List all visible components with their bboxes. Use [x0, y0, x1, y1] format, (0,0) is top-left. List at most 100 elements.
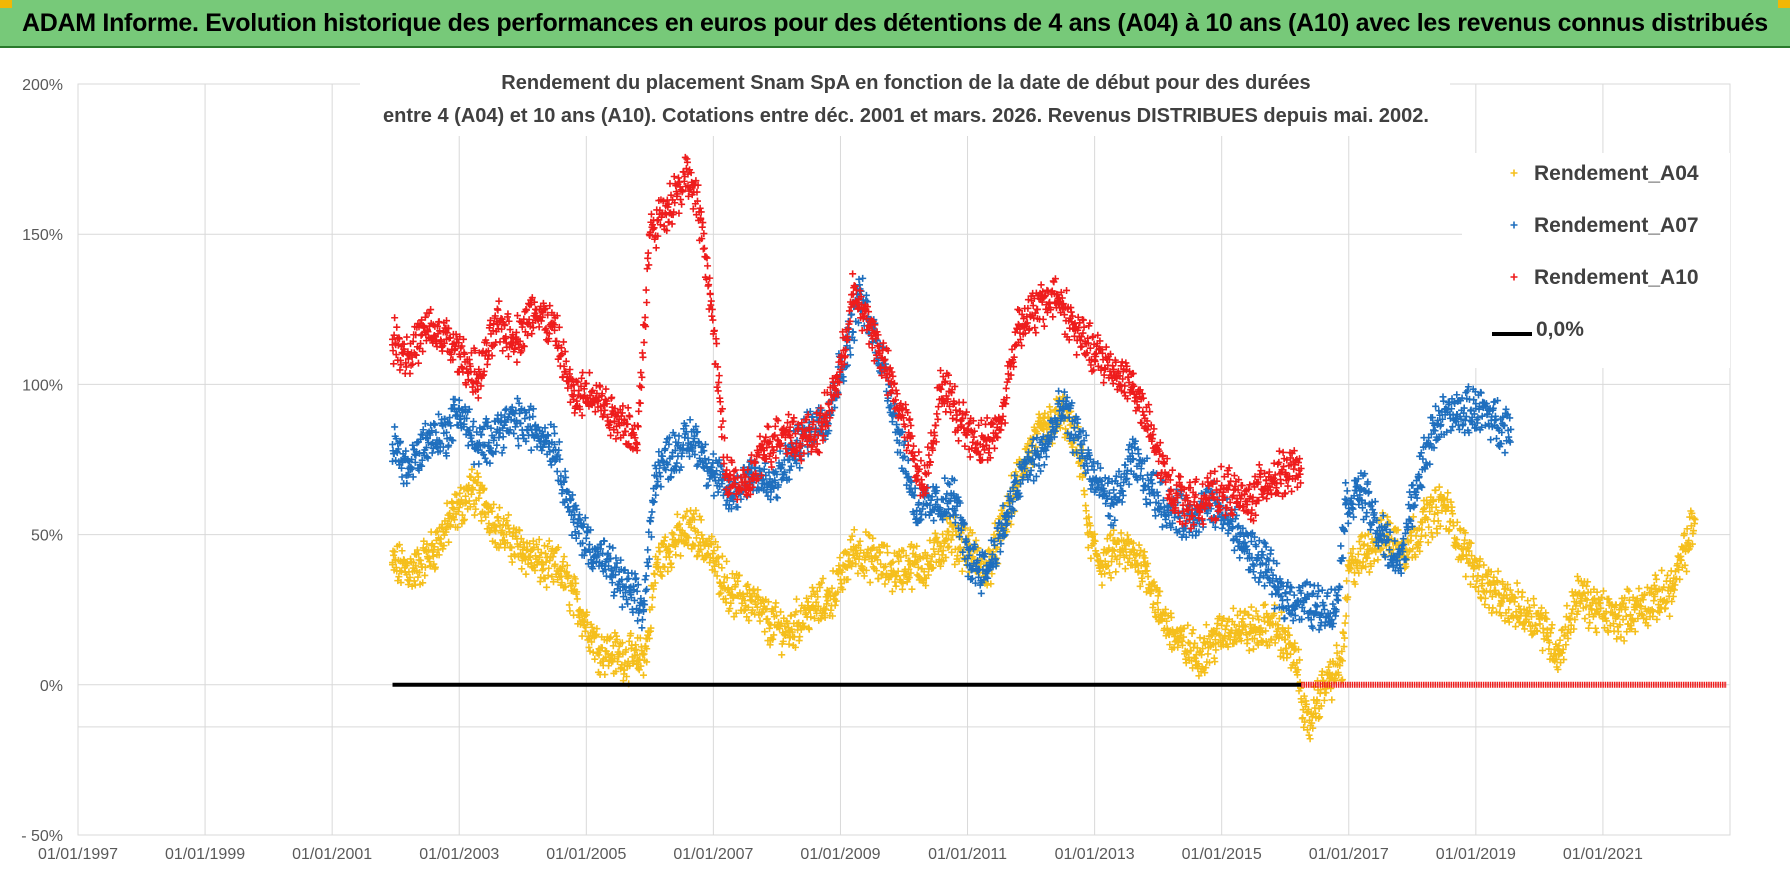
data-point [718, 552, 726, 560]
data-point [543, 583, 551, 591]
data-point [511, 552, 519, 560]
data-point [648, 508, 656, 516]
data-point [793, 595, 801, 603]
data-point [677, 552, 685, 560]
data-point [403, 333, 411, 341]
data-point [690, 516, 698, 524]
data-point [406, 370, 414, 378]
data-point [492, 523, 500, 531]
data-point [888, 587, 896, 595]
data-point [482, 415, 490, 423]
data-point [821, 614, 829, 622]
data-point [1518, 588, 1526, 596]
data-point [1548, 621, 1556, 629]
data-point [772, 612, 780, 620]
data-point [1202, 621, 1210, 629]
data-point [856, 537, 864, 545]
data-point [1098, 581, 1106, 589]
data-point [1135, 450, 1143, 458]
data-point [608, 651, 616, 659]
data-point [1189, 626, 1197, 634]
data-point [1341, 619, 1349, 627]
data-point [666, 547, 674, 555]
data-point [467, 490, 475, 498]
data-point [710, 547, 718, 555]
data-point [726, 605, 734, 613]
data-point [814, 593, 822, 601]
data-point [565, 601, 573, 609]
data-point [448, 498, 456, 506]
data-point [800, 622, 808, 630]
data-point [769, 635, 777, 643]
data-point [531, 566, 539, 574]
data-point [390, 551, 398, 559]
data-point [1158, 523, 1166, 531]
data-point [1256, 574, 1264, 582]
data-point [758, 608, 766, 616]
data-point [881, 580, 889, 588]
data-point [901, 452, 909, 460]
data-point [504, 511, 512, 519]
data-point [1374, 556, 1382, 564]
data-point [664, 567, 672, 575]
data-point [684, 534, 692, 542]
data-point [582, 534, 590, 542]
data-point [723, 557, 731, 565]
data-point [1658, 566, 1666, 574]
data-point [1635, 585, 1643, 593]
data-point [591, 655, 599, 663]
data-point [506, 528, 514, 536]
data-point [567, 495, 575, 503]
data-point [687, 523, 695, 531]
data-point [723, 574, 731, 582]
data-point [421, 420, 429, 428]
data-point [777, 608, 785, 616]
data-point [718, 564, 726, 572]
data-point [1196, 634, 1204, 642]
data-point [704, 481, 712, 489]
data-point [753, 603, 761, 611]
data-point [561, 467, 569, 475]
data-point [847, 536, 855, 544]
data-point [1502, 405, 1510, 413]
data-point [1305, 731, 1313, 739]
data-point [1229, 604, 1237, 612]
data-point [551, 429, 559, 437]
data-point [668, 563, 676, 571]
data-point [1489, 604, 1497, 612]
data-point [503, 517, 511, 525]
data-point [498, 449, 506, 457]
data-point [472, 505, 480, 513]
data-point [542, 550, 550, 558]
data-point [651, 570, 659, 578]
data-point [754, 586, 762, 594]
data-point [522, 570, 530, 578]
data-point [804, 598, 812, 606]
data-point [562, 583, 570, 591]
data-point [427, 306, 435, 314]
data-point [627, 630, 635, 638]
data-point [548, 573, 556, 581]
data-point [1040, 461, 1048, 469]
data-point [409, 360, 417, 368]
data-point [660, 537, 668, 545]
data-point [474, 394, 482, 402]
data-point [769, 607, 777, 615]
data-point [930, 517, 938, 525]
data-point [1333, 641, 1341, 649]
data-point [1343, 487, 1351, 495]
data-point [1651, 571, 1659, 579]
data-point [462, 492, 470, 500]
data-point [724, 584, 732, 592]
data-point [811, 614, 819, 622]
data-point [434, 546, 442, 554]
data-point [1431, 427, 1439, 435]
data-point [1037, 467, 1045, 475]
data-point [391, 548, 399, 556]
data-point [745, 617, 753, 625]
data-point [622, 646, 630, 654]
data-point [638, 624, 646, 632]
data-point [773, 494, 781, 502]
data-point [588, 638, 596, 646]
data-point [1035, 462, 1043, 470]
